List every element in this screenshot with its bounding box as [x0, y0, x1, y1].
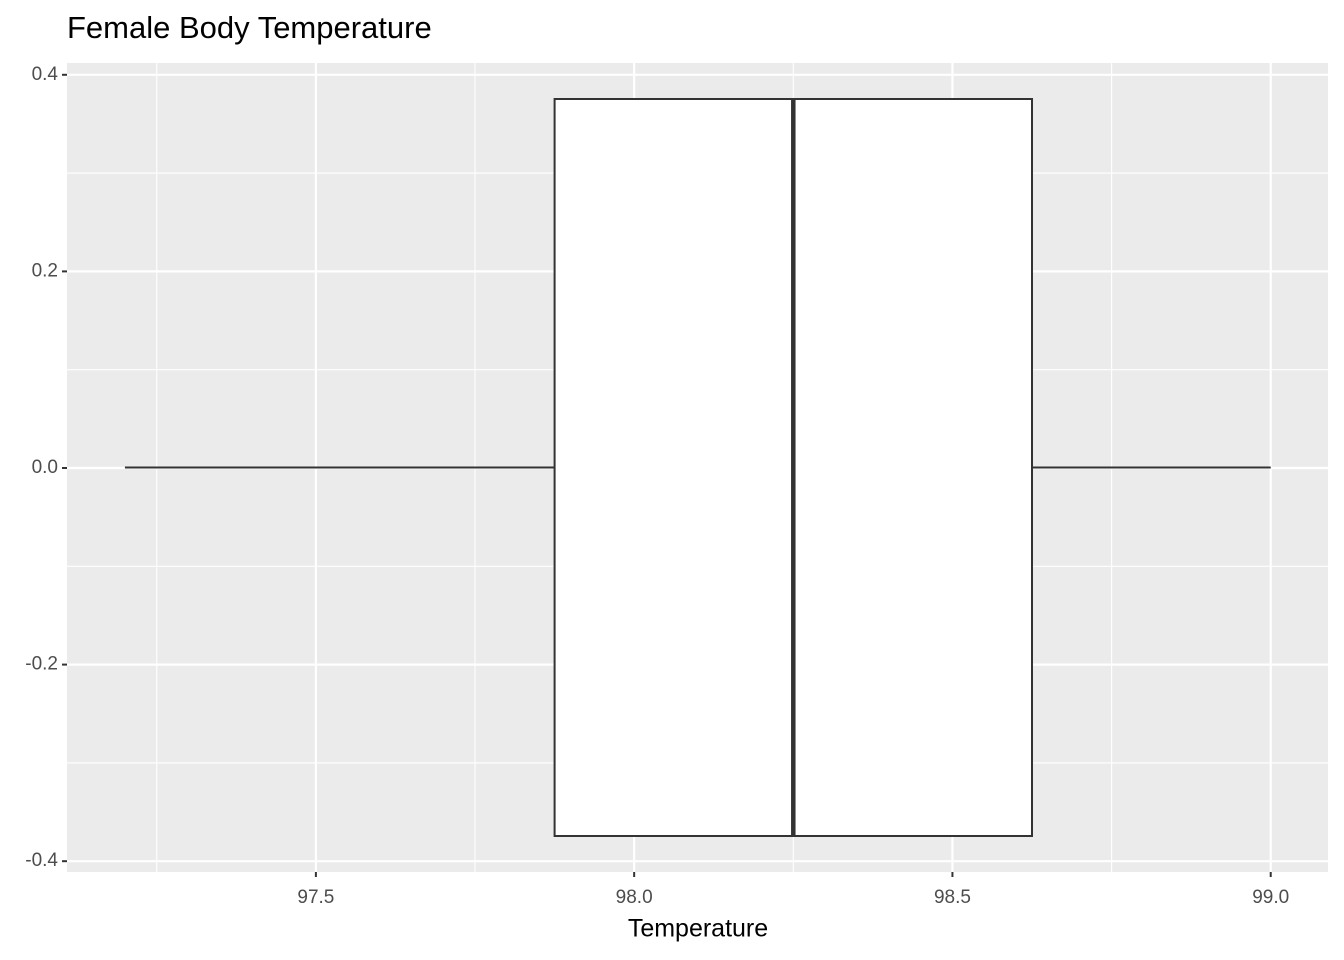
- x-axis-label: Temperature: [628, 915, 768, 943]
- chart-title: Female Body Temperature: [67, 10, 432, 45]
- y-tick-label: 0.4: [32, 64, 59, 85]
- x-tick-label: 98.5: [934, 887, 971, 908]
- y-tick-label: 0.2: [32, 260, 58, 281]
- x-tick-label: 98.0: [616, 887, 653, 908]
- y-tick-label: -0.2: [25, 654, 58, 675]
- y-tick-label: 0.0: [32, 457, 58, 478]
- x-tick-label: 97.5: [297, 887, 334, 908]
- y-tick-label: -0.4: [25, 850, 58, 871]
- x-tick-label: 99.0: [1252, 887, 1289, 908]
